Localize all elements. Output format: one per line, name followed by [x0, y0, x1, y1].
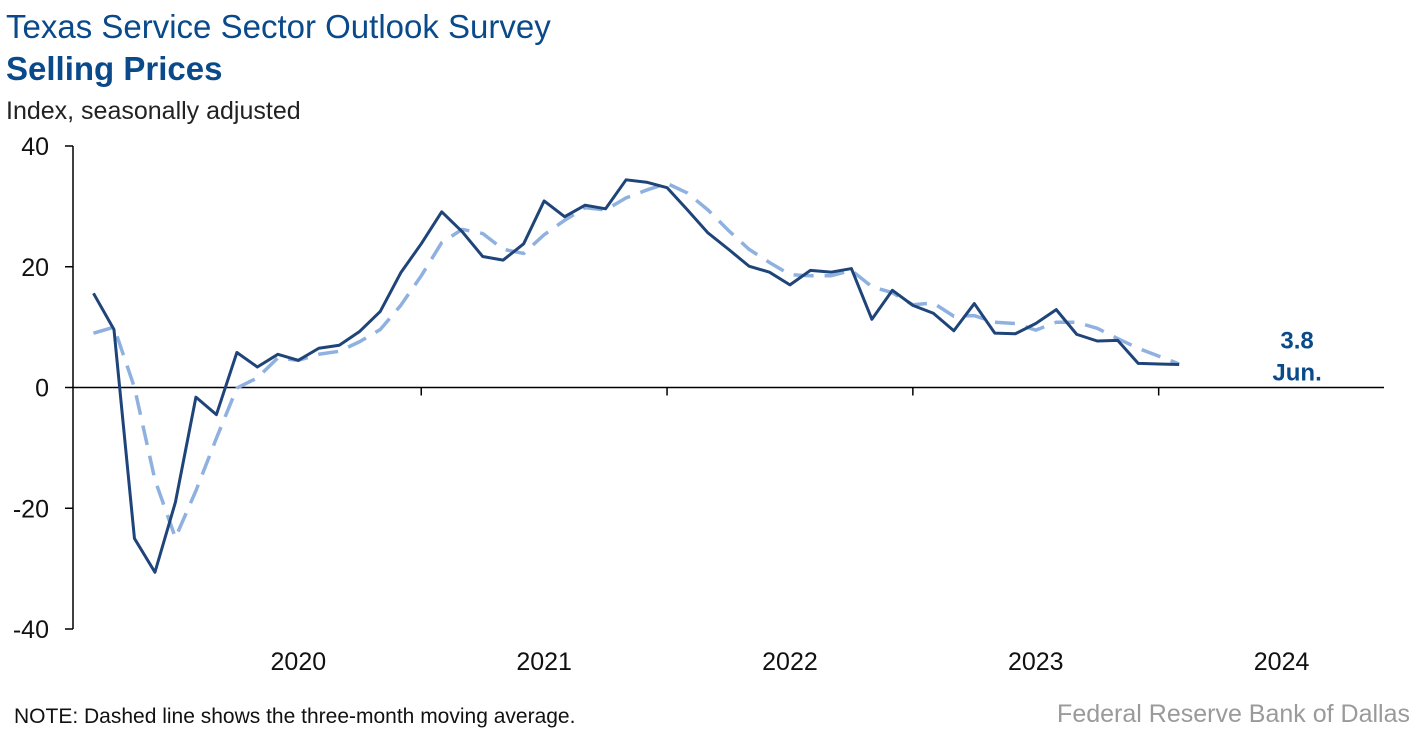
- moving-average-line: [92, 181, 1180, 540]
- last-month-label: Jun.: [1272, 360, 1321, 387]
- chart-series: [92, 178, 1180, 574]
- y-tick-label: -40: [13, 616, 49, 644]
- chart-axes: [65, 145, 1384, 630]
- y-tick-label: 0: [35, 375, 49, 403]
- y-tick-label: 20: [21, 254, 49, 282]
- x-tick-label: 2023: [1008, 648, 1064, 676]
- source-credit: Federal Reserve Bank of Dallas: [1057, 700, 1410, 728]
- y-tick-label: -20: [13, 495, 49, 523]
- chart-title: Texas Service Sector Outlook Survey: [6, 8, 551, 45]
- last-value-label: 3.8: [1280, 328, 1313, 355]
- chart-subtitle: Selling Prices: [6, 50, 223, 87]
- y-tick-label: 40: [21, 133, 49, 161]
- y-axis-units-label: Index, seasonally adjusted: [6, 97, 301, 125]
- footnote: NOTE: Dashed line shows the three-month …: [14, 705, 576, 728]
- x-tick-label: 2021: [516, 648, 572, 676]
- x-tick-label: 2022: [762, 648, 818, 676]
- x-tick-label: 2024: [1254, 648, 1310, 676]
- x-tick-label: 2020: [271, 648, 327, 676]
- selling-prices-line: [92, 178, 1180, 574]
- chart-labels: 40 20 0 -20 -40 2020 2021 2022 2023 2024 3.8 Jun.: [13, 133, 1322, 676]
